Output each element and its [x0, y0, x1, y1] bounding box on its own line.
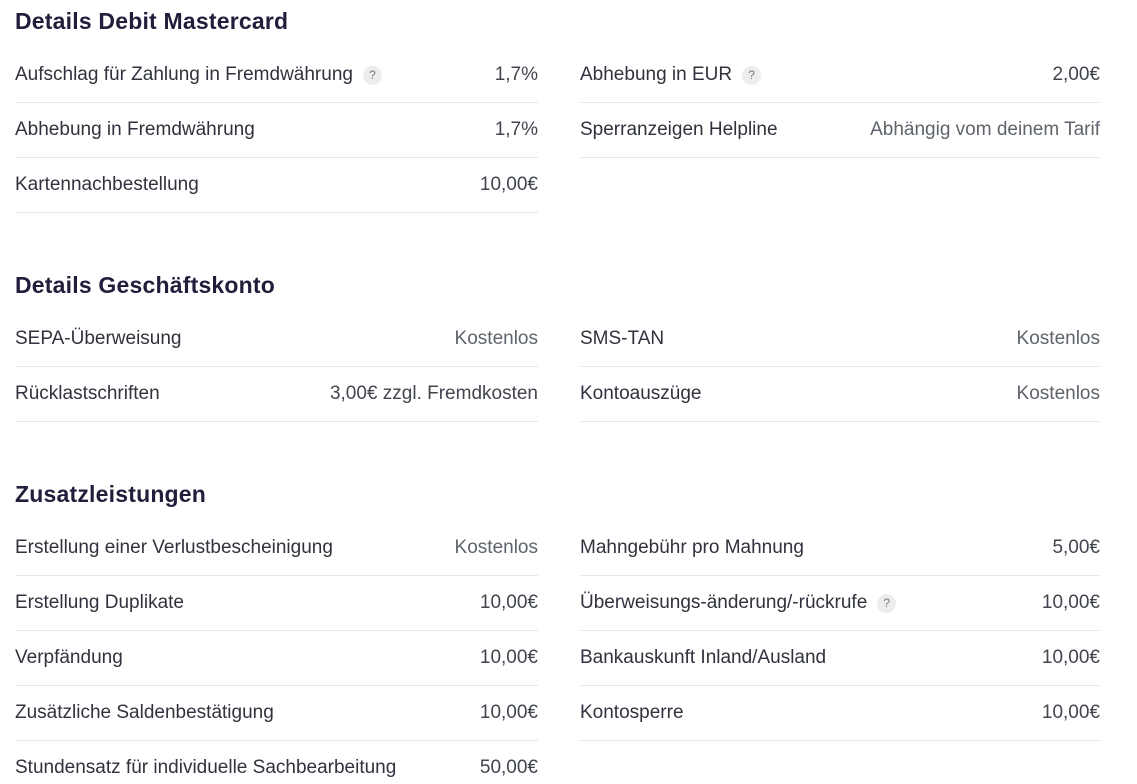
fee-value: Kostenlos [454, 328, 538, 349]
fee-column: Erstellung einer Verlustbescheinigung Ko… [15, 521, 538, 784]
fee-value: 5,00€ [1052, 537, 1100, 558]
fee-label-wrap: Mahngebühr pro Mahnung [580, 537, 804, 559]
section-title: Details Debit Mastercard [15, 8, 289, 34]
fee-row: Kartennachbestellung 10,00€ [15, 158, 538, 213]
fee-label-wrap: Kontoauszüge [580, 383, 702, 405]
fee-label: Rücklastschriften [15, 383, 160, 404]
help-glyph: ? [883, 595, 891, 610]
section-columns: SEPA-Überweisung Kostenlos Rücklastschri… [15, 312, 1100, 422]
fee-label-wrap: Bankauskunft Inland/Ausland [580, 647, 826, 669]
section-columns: Aufschlag für Zahlung in Fremdwährung ? … [15, 48, 1100, 213]
fee-label: Kartennachbestellung [15, 174, 199, 195]
help-icon[interactable]: ? [877, 593, 897, 613]
fee-row: SEPA-Überweisung Kostenlos [15, 312, 538, 367]
fee-row: Verpfändung 10,00€ [15, 631, 538, 686]
fee-value: Kostenlos [1016, 328, 1100, 349]
fee-label-wrap: SEPA-Überweisung [15, 328, 182, 350]
fee-value: 10,00€ [479, 647, 538, 668]
fee-label-wrap: Kartennachbestellung [15, 174, 199, 196]
fee-label-wrap: SMS-TAN [580, 328, 664, 350]
fee-column: SEPA-Überweisung Kostenlos Rücklastschri… [15, 312, 538, 422]
fee-label: Zusätzliche Saldenbestätigung [15, 702, 274, 723]
fee-label: Bankauskunft Inland/Ausland [580, 647, 827, 668]
fee-label-wrap: Abhebung in Fremdwährung [15, 119, 255, 141]
help-glyph: ? [369, 67, 376, 82]
fee-label-wrap: Zusätzliche Saldenbestätigung [15, 702, 274, 724]
fee-row: Erstellung Duplikate 10,00€ [15, 576, 538, 631]
fee-value: 10,00€ [479, 702, 538, 723]
fee-column: SMS-TAN Kostenlos Kontoauszüge Kostenlos [580, 312, 1100, 422]
fee-value: 10,00€ [1041, 647, 1100, 668]
fee-row: Abhebung in EUR ? 2,00€ [580, 48, 1100, 103]
fee-section: Details Debit Mastercard Aufschlag für Z… [15, 6, 1100, 213]
fee-label-wrap: Aufschlag für Zahlung in Fremdwährung ? [15, 64, 382, 86]
fee-column: Abhebung in EUR ? 2,00€ Sperranzeigen He… [580, 48, 1100, 158]
fee-row: Mahngebühr pro Mahnung 5,00€ [580, 521, 1100, 576]
fee-row: Überweisungs-änderung/-rückrufe ? 10,00€ [580, 576, 1100, 631]
fee-row: Aufschlag für Zahlung in Fremdwährung ? … [15, 48, 538, 103]
fee-label: Verpfändung [15, 647, 123, 668]
fee-row: Stundensatz für individuelle Sachbearbei… [15, 741, 538, 784]
help-icon[interactable]: ? [362, 65, 382, 85]
fee-label-wrap: Verpfändung [15, 647, 123, 669]
fee-label: Kontoauszüge [580, 383, 702, 404]
fee-row: Abhebung in Fremdwährung 1,7% [15, 103, 538, 158]
fee-label: Sperranzeigen Helpline [580, 119, 778, 140]
fee-row: Erstellung einer Verlustbescheinigung Ko… [15, 521, 538, 576]
fee-value: 1,7% [494, 64, 538, 85]
fee-label-wrap: Rücklastschriften [15, 383, 160, 405]
fee-value: 10,00€ [1041, 592, 1100, 613]
fee-value: 2,00€ [1052, 64, 1100, 85]
fee-value: 10,00€ [479, 174, 538, 195]
fee-row: Bankauskunft Inland/Ausland 10,00€ [580, 631, 1100, 686]
fee-label: Kontosperre [580, 702, 684, 723]
help-icon[interactable]: ? [742, 65, 762, 85]
fee-label-wrap: Stundensatz für individuelle Sachbearbei… [15, 757, 396, 779]
fee-value: Abhängig vom deinem Tarif [870, 119, 1100, 140]
fee-value: 10,00€ [479, 592, 538, 613]
fee-label: Abhebung in Fremdwährung [15, 119, 255, 140]
fee-label: Mahngebühr pro Mahnung [580, 537, 804, 558]
fee-label-wrap: Erstellung Duplikate [15, 592, 184, 614]
fee-column: Mahngebühr pro Mahnung 5,00€ Überweisung… [580, 521, 1100, 741]
help-glyph: ? [748, 67, 755, 82]
fee-value: 1,7% [494, 119, 538, 140]
fee-label-wrap: Erstellung einer Verlustbescheinigung [15, 537, 333, 559]
section-title: Zusatzleistungen [15, 481, 207, 507]
fee-label: Überweisungs-änderung/-rückrufe [580, 592, 868, 613]
fee-label-wrap: Abhebung in EUR ? [580, 64, 762, 86]
fee-row: Kontosperre 10,00€ [580, 686, 1100, 741]
fee-row: Kontoauszüge Kostenlos [580, 367, 1100, 422]
fee-section: Zusatzleistungen Erstellung einer Verlus… [15, 479, 1100, 784]
fee-label-wrap: Überweisungs-änderung/-rückrufe ? [580, 592, 897, 614]
fee-row: Sperranzeigen Helpline Abhängig vom dein… [580, 103, 1100, 158]
fee-label-wrap: Kontosperre [580, 702, 684, 724]
fee-label: Stundensatz für individuelle Sachbearbei… [15, 757, 397, 778]
fee-row: Rücklastschriften 3,00€ zzgl. Fremdkoste… [15, 367, 538, 422]
fee-label: Erstellung Duplikate [15, 592, 184, 613]
section-title: Details Geschäftskonto [15, 272, 276, 298]
fee-section: Details Geschäftskonto SEPA-Überweisung … [15, 270, 1100, 422]
fee-value: 10,00€ [1041, 702, 1100, 723]
fee-value: 3,00€ zzgl. Fremdkosten [329, 383, 538, 404]
fee-row: Zusätzliche Saldenbestätigung 10,00€ [15, 686, 538, 741]
section-columns: Erstellung einer Verlustbescheinigung Ko… [15, 521, 1100, 784]
fee-row: SMS-TAN Kostenlos [580, 312, 1100, 367]
fee-label: SMS-TAN [580, 328, 665, 349]
fee-label: Abhebung in EUR [580, 64, 733, 85]
fee-label: SEPA-Überweisung [15, 328, 182, 349]
fee-value: Kostenlos [1016, 383, 1100, 404]
fee-value: Kostenlos [454, 537, 538, 558]
fee-column: Aufschlag für Zahlung in Fremdwährung ? … [15, 48, 538, 213]
fee-label: Aufschlag für Zahlung in Fremdwährung [15, 64, 353, 85]
fee-label-wrap: Sperranzeigen Helpline [580, 119, 778, 141]
fee-value: 50,00€ [479, 757, 538, 778]
fee-label: Erstellung einer Verlustbescheinigung [15, 537, 333, 558]
